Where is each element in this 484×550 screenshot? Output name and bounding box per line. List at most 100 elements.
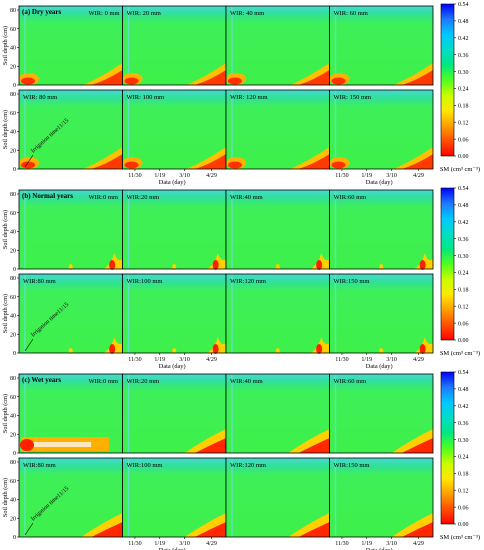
heatmap-panel: WIR: 20 mm bbox=[122, 5, 227, 86]
heatmap-panel: WIR:80 mm bbox=[18, 457, 123, 538]
chart-group-dry: WIR: 0 mm WIR: 20 mm WIR: 40 mm WIR: 60 mm 0… bbox=[2, 2, 480, 186]
heat-blob bbox=[124, 77, 139, 85]
x-tick-label: 1/19 bbox=[361, 173, 372, 179]
y-tick-label: 20 bbox=[10, 248, 16, 254]
x-axis-label: Data (day) bbox=[159, 179, 186, 186]
x-tick-label: 4/29 bbox=[206, 541, 217, 547]
heatmap-panel: WIR: 60 mm bbox=[329, 5, 434, 86]
colorbar-tick-label: 0.48 bbox=[458, 19, 469, 25]
colorbar-label: SM (cm³ cm⁻³) bbox=[440, 534, 480, 541]
x-axis-label: Data (day) bbox=[366, 547, 393, 550]
panel-field bbox=[226, 6, 330, 85]
colorbar-tick-label: 0.12 bbox=[458, 488, 469, 494]
annotation-arrow bbox=[24, 338, 34, 352]
y-tick-label: 60 bbox=[10, 479, 16, 485]
x-tick-label: 4/29 bbox=[206, 357, 217, 363]
x-axis-label: Data (day) bbox=[366, 179, 393, 186]
colorbar-label: SM (cm³ cm⁻³) bbox=[440, 350, 480, 357]
heat-blob bbox=[109, 344, 116, 354]
colorbar-tick-label: 0.54 bbox=[458, 2, 469, 8]
heat-blob bbox=[401, 438, 433, 453]
x-tick-label: 1/19 bbox=[154, 541, 165, 547]
y-axis: 0 20 40 60 80 Soil depth (cm) bbox=[2, 92, 19, 173]
heat-blob bbox=[316, 260, 323, 270]
heatmap-panel: WIR:0 mm bbox=[18, 373, 123, 454]
heatmap-panel: WIR:40 mm bbox=[225, 189, 330, 270]
panel-label: WIR: 0 mm bbox=[89, 10, 120, 17]
heat-blob bbox=[275, 348, 280, 354]
y-tick-label: 0 bbox=[13, 167, 16, 173]
colorbar-tick-label: 0.42 bbox=[458, 36, 469, 42]
x-tick-label: 11/30 bbox=[335, 541, 348, 547]
y-tick-label: 80 bbox=[10, 192, 16, 198]
y-axis: 0 20 40 60 80 Soil depth (cm) bbox=[2, 376, 19, 457]
heatmap-panel: WIR:120 mm bbox=[225, 457, 330, 538]
heat-blob bbox=[29, 442, 92, 447]
colorbar-tick-label: 0.54 bbox=[458, 186, 469, 192]
panel-label: WIR:150 mm bbox=[334, 462, 370, 469]
y-tick-label: 0 bbox=[13, 83, 16, 89]
colorbar-tick-label: 0.36 bbox=[458, 53, 469, 59]
panel-label: WIR:0 mm bbox=[89, 194, 118, 201]
colorbar-tick-label: 0.00 bbox=[458, 522, 469, 528]
panel-field bbox=[122, 90, 226, 169]
heat-blob bbox=[194, 438, 226, 453]
colorbar: 0.54 0.48 0.42 0.36 0.30 0.24 0.18 0.12 0.06 0.00… bbox=[440, 2, 480, 173]
panel-field bbox=[122, 274, 226, 353]
panel-field bbox=[226, 190, 330, 269]
colorbar-tick-label: 0.48 bbox=[458, 387, 469, 393]
heat-blob bbox=[298, 154, 330, 169]
heatmap-panel: WIR: 100 mm bbox=[122, 89, 227, 170]
heat-blob bbox=[194, 154, 226, 169]
x-tick-label: 1/19 bbox=[154, 173, 165, 179]
heat-blob bbox=[298, 438, 330, 453]
heatmap-panel: WIR:120 mm bbox=[225, 273, 330, 354]
heatmap-panel: WIR:60 mm bbox=[329, 373, 434, 454]
y-tick-label: 40 bbox=[10, 498, 16, 504]
x-tick-label: 3/10 bbox=[386, 173, 397, 179]
x-tick-label: 3/10 bbox=[386, 541, 397, 547]
panel-label: WIR:60 mm bbox=[334, 378, 367, 385]
colorbar-gradient bbox=[440, 371, 455, 525]
heat-blob bbox=[298, 70, 330, 85]
y-tick-label: 80 bbox=[10, 376, 16, 382]
panel-label: WIR:150 mm bbox=[334, 278, 370, 285]
y-tick-label: 60 bbox=[10, 395, 16, 401]
panel-row: WIR:80 mm WIR:100 mm WIR:120 mm WIR:150 mm bbox=[18, 457, 434, 538]
colorbar-tick-label: 0.24 bbox=[458, 87, 469, 93]
heat-blob bbox=[124, 161, 139, 169]
heat-blob bbox=[275, 264, 280, 270]
heatmap-panel: WIR: 150 mm bbox=[329, 89, 434, 170]
heat-blob bbox=[194, 522, 226, 537]
x-tick-label: 1/19 bbox=[361, 357, 372, 363]
y-axis: 0 20 40 60 80 Soil depth (cm) bbox=[2, 460, 19, 541]
colorbar-gradient bbox=[440, 187, 455, 341]
panel-row: WIR:80 mm WIR:100 mm WIR:120 mm WIR:150 mm bbox=[18, 273, 434, 354]
panel-label: WIR:100 mm bbox=[127, 462, 163, 469]
colorbar-tick-label: 0.18 bbox=[458, 472, 469, 478]
panel-frame bbox=[329, 89, 434, 170]
y-tick-label: 60 bbox=[10, 111, 16, 117]
chart-group-normal: WIR:0 mm WIR:20 mm WIR:40 mm WIR:60 mm 0 20 40… bbox=[2, 186, 480, 370]
heat-blob bbox=[68, 348, 73, 354]
y-axis-label: Soil depth (cm) bbox=[2, 294, 9, 333]
heatmap-panel: WIR:20 mm bbox=[122, 189, 227, 270]
heat-blob bbox=[212, 260, 219, 270]
heat-blob bbox=[194, 70, 226, 85]
x-tick-label: 11/30 bbox=[335, 173, 348, 179]
panel-row: WIR:0 mm WIR:20 mm WIR:40 mm WIR:60 mm bbox=[18, 373, 434, 454]
colorbar-gradient bbox=[440, 3, 455, 157]
y-tick-label: 40 bbox=[10, 414, 16, 420]
colorbar: 0.54 0.48 0.42 0.36 0.30 0.24 0.18 0.12 0.06 0.00… bbox=[440, 370, 480, 541]
panel-label: WIR: 150 mm bbox=[334, 94, 372, 101]
heat-blob bbox=[172, 264, 177, 270]
panel-frame bbox=[329, 273, 434, 354]
x-tick-label: 1/19 bbox=[154, 357, 165, 363]
y-axis-label: Soil depth (cm) bbox=[2, 478, 9, 517]
heat-blob bbox=[401, 154, 433, 169]
panel-frame bbox=[329, 189, 434, 270]
panel-label: WIR: 60 mm bbox=[334, 10, 368, 17]
y-axis-label: Soil depth (cm) bbox=[2, 26, 9, 65]
heatmap-panel: WIR:80 mm bbox=[18, 273, 123, 354]
